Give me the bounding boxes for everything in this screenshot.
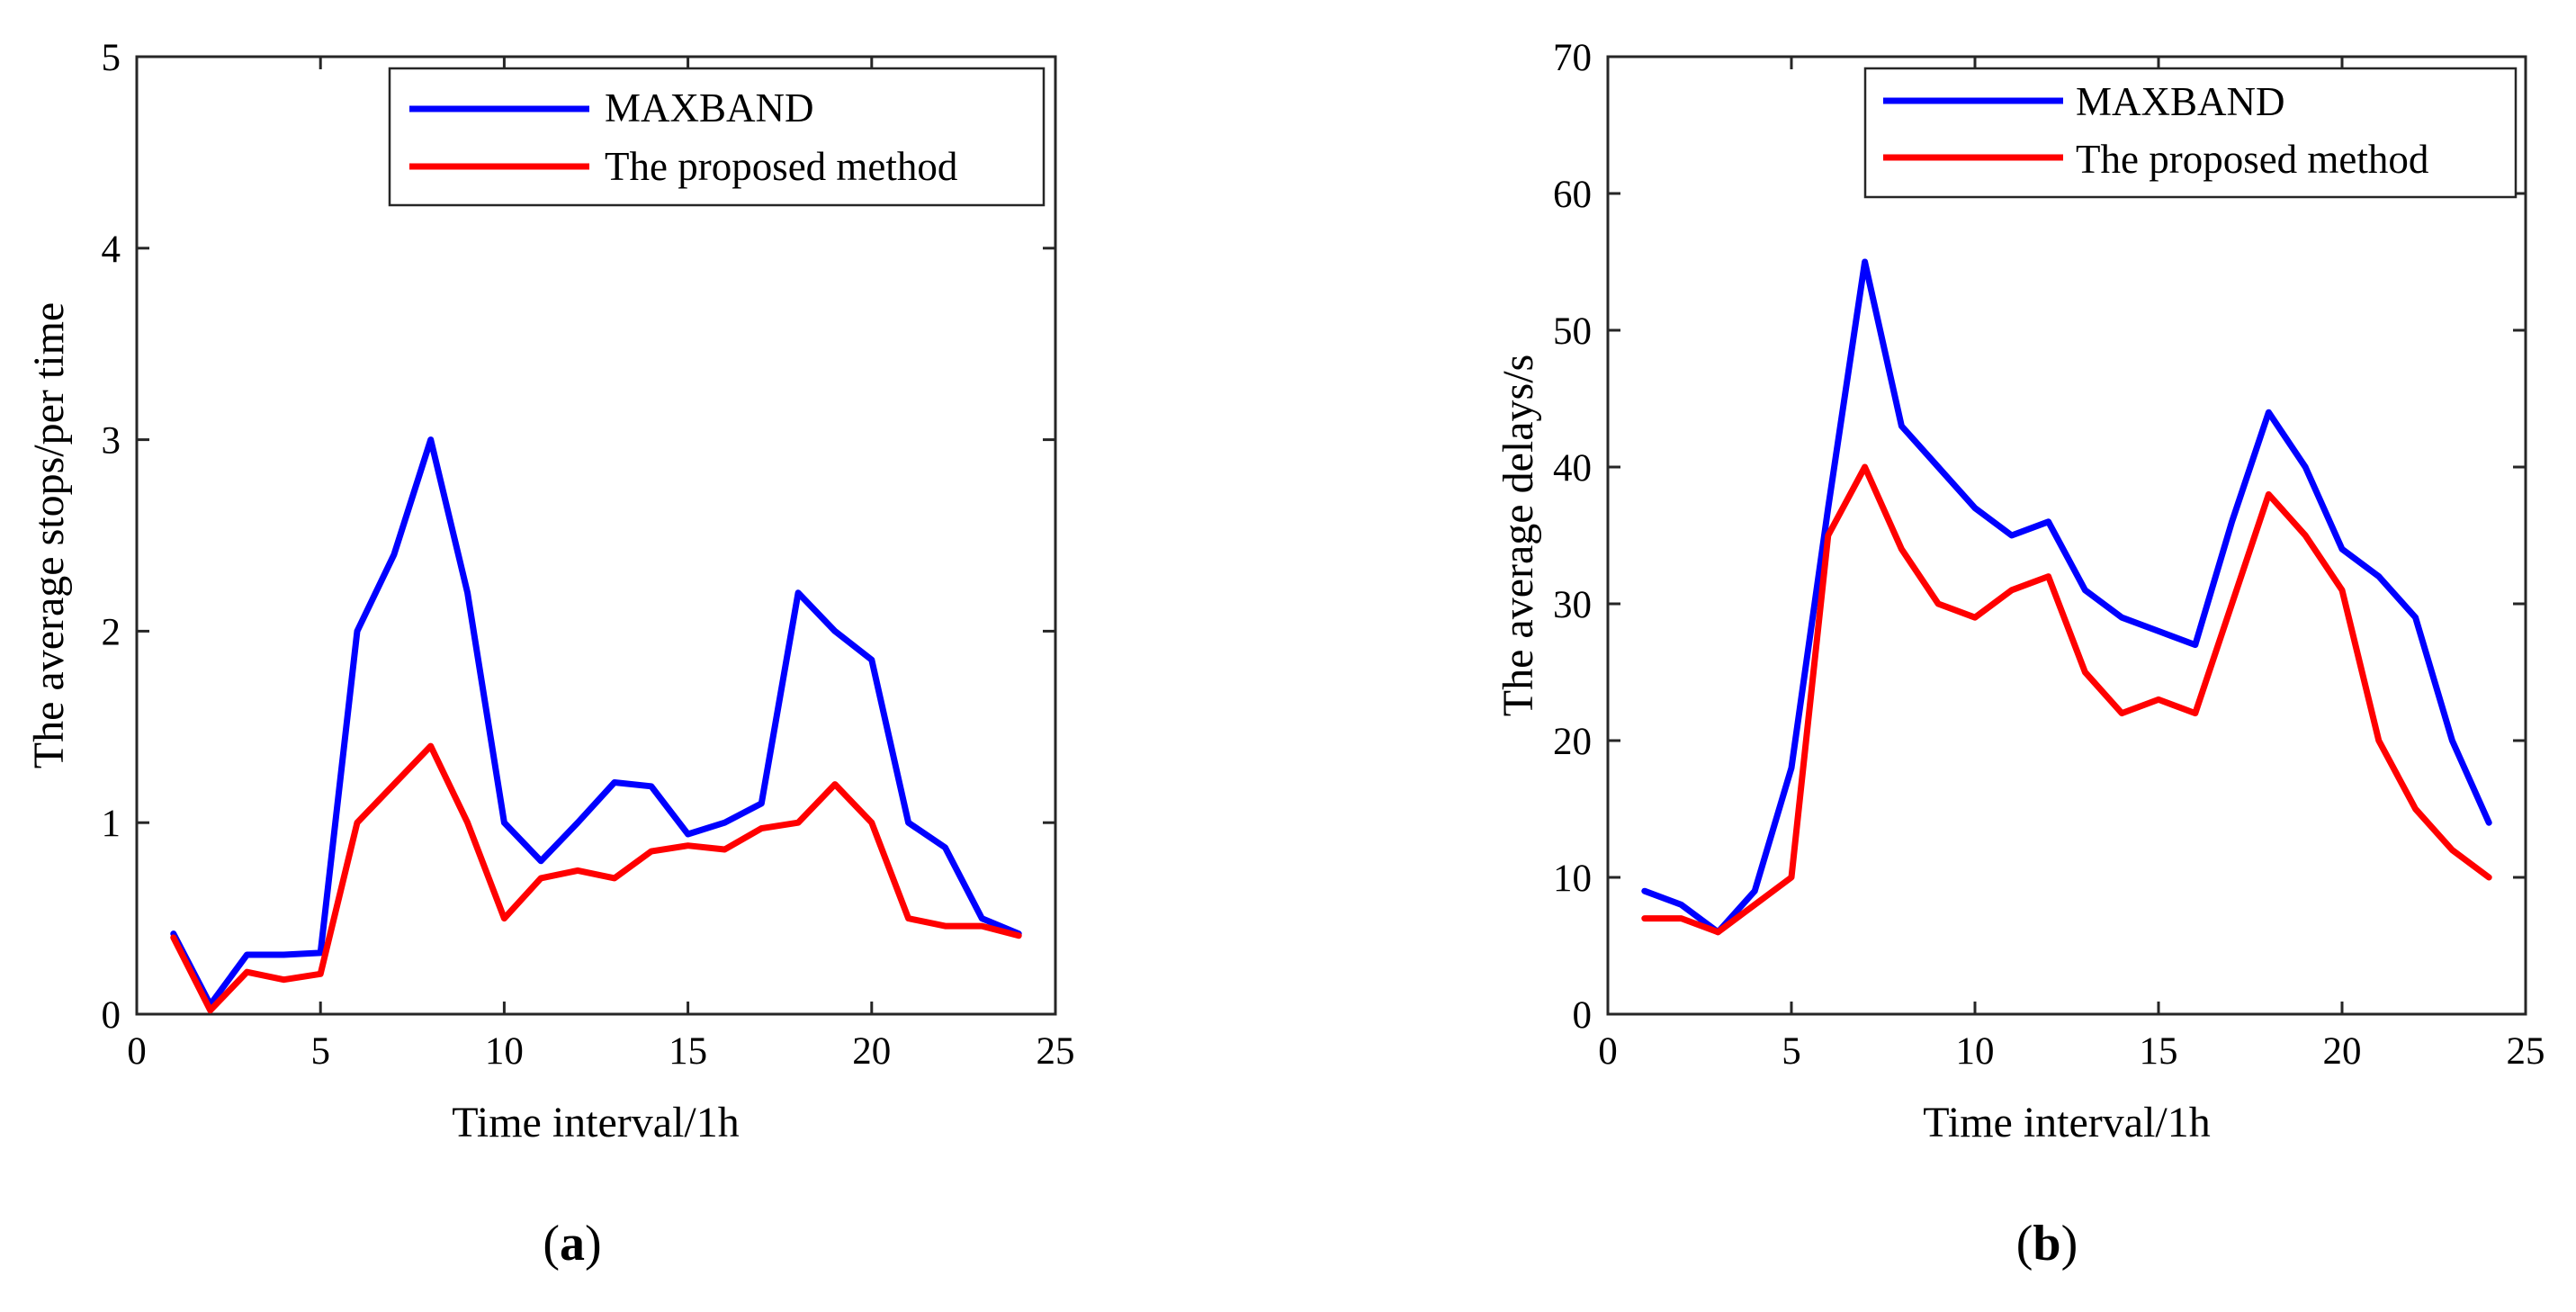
series-lines [170,436,1022,1014]
legend-box [1863,67,2518,199]
legend-label-proposed: The proposed method [605,144,957,189]
x-tick-label: 15 [669,1030,707,1073]
panel-letter: b [2033,1216,2060,1272]
x-tick-label: 25 [2507,1030,2545,1073]
y-tick-label: 10 [1553,858,1592,900]
y-tick-label: 40 [1553,447,1592,490]
chart-panel-a: 0 5 10 15 20 25 0 1 2 3 4 5 Time interval/1h The av… [25,37,1075,1272]
y-axis-label: The average delays/s [1494,355,1542,716]
legend-box [388,67,1046,207]
plot-area-frame [1606,55,2527,1016]
x-tick-label: 10 [485,1030,524,1073]
legend-label-maxband: MAXBAND [2076,79,2285,124]
legend-label-maxband: MAXBAND [605,85,814,130]
series-line-proposed-method [1641,463,2492,936]
plot-area-frame [135,55,1057,1016]
x-axis-label: Time interval/1h [1923,1099,2211,1146]
legend-label-proposed: The proposed method [2076,137,2428,182]
x-tick-label: 15 [2140,1030,2178,1073]
series-line-maxband [1641,258,2492,936]
x-tick-label: 25 [1037,1030,1075,1073]
series-line-proposed-method [170,742,1022,1014]
x-tick-label: 10 [1956,1030,1995,1073]
y-tick-label: 60 [1553,174,1592,216]
axis-ticks: 0 5 10 15 20 25 0 1 2 3 4 5 [102,37,1075,1073]
y-tick-label: 0 [1573,994,1593,1037]
x-axis-label: Time interval/1h [452,1099,740,1146]
axis-ticks: 0 5 10 15 20 25 0 10 20 30 40 50 60 70 [1553,37,2545,1073]
chart-panel-b: 0 5 10 15 20 25 0 10 20 30 40 50 60 70 Time interval/… [1494,37,2545,1272]
y-tick-label: 50 [1553,310,1592,353]
series-lines [1641,258,2492,936]
y-tick-label: 4 [102,229,121,271]
series-line-maxband [170,436,1022,1008]
y-tick-label: 5 [102,37,121,79]
x-tick-label: 0 [127,1030,147,1073]
y-tick-label: 3 [102,420,121,463]
panel-label: (b) [2016,1216,2078,1272]
y-tick-label: 1 [102,803,121,845]
y-tick-label: 0 [102,994,121,1037]
y-tick-label: 70 [1553,37,1592,79]
legend: MAXBAND The proposed method [1863,67,2518,199]
x-tick-label: 20 [2323,1030,2362,1073]
panel-letter: a [560,1216,585,1272]
legend: MAXBAND The proposed method [388,67,1046,207]
y-axis-label: The average stops/per time [25,302,73,768]
x-tick-label: 5 [1782,1030,1801,1073]
y-tick-label: 20 [1553,721,1592,763]
x-tick-label: 20 [852,1030,891,1073]
x-tick-label: 0 [1598,1030,1618,1073]
y-tick-label: 30 [1553,584,1592,626]
panel-label: (a) [543,1216,601,1272]
x-tick-label: 5 [310,1030,330,1073]
y-tick-label: 2 [102,611,121,653]
